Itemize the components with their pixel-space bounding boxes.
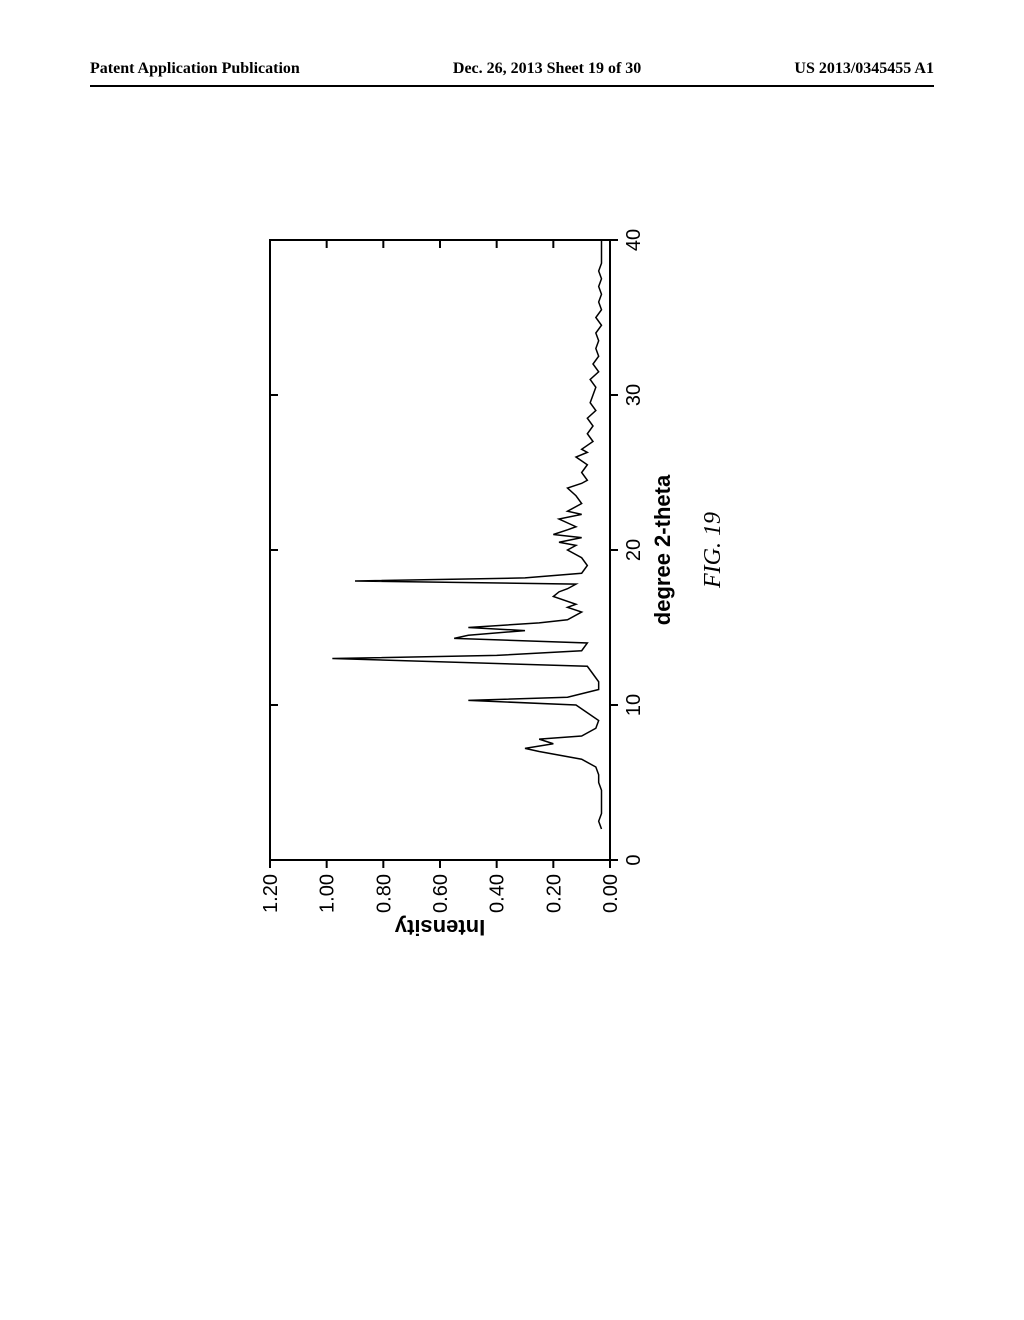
svg-text:0.20: 0.20 (543, 874, 565, 913)
svg-text:30: 30 (623, 384, 645, 406)
svg-text:1.20: 1.20 (260, 874, 282, 913)
svg-text:40: 40 (623, 229, 645, 251)
header-center: Dec. 26, 2013 Sheet 19 of 30 (453, 60, 641, 78)
svg-text:FIG. 19: FIG. 19 (700, 512, 726, 589)
header-right: US 2013/0345455 A1 (794, 60, 934, 78)
svg-text:degree 2-theta: degree 2-theta (650, 474, 675, 625)
svg-text:10: 10 (623, 694, 645, 716)
svg-text:0: 0 (623, 854, 645, 865)
svg-text:0.40: 0.40 (487, 874, 509, 913)
svg-text:Intensity: Intensity (394, 915, 485, 940)
page-header: Patent Application Publication Dec. 26, … (90, 60, 934, 78)
svg-text:0.80: 0.80 (373, 874, 395, 913)
svg-text:0.00: 0.00 (600, 874, 622, 913)
svg-text:1.00: 1.00 (317, 874, 339, 913)
header-rule (90, 85, 934, 87)
svg-text:20: 20 (623, 539, 645, 561)
figure-container: 0 10 20 30 40 0.00 0.20 0.40 0.60 0.80 1.00 1.20 deg… (200, 200, 750, 1000)
header-left: Patent Application Publication (90, 60, 300, 78)
xrd-chart: 0 10 20 30 40 0.00 0.20 0.40 0.60 0.80 1.00 1.20 deg… (200, 200, 750, 1000)
svg-text:0.60: 0.60 (430, 874, 452, 913)
